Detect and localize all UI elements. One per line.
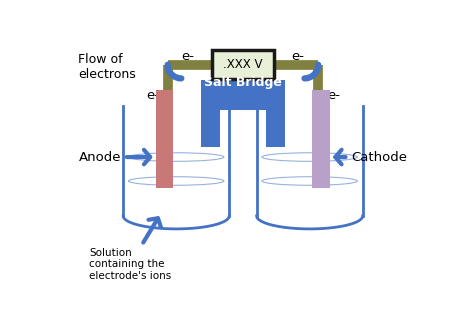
Text: Anode: Anode xyxy=(79,150,150,164)
Text: Flow of
electrons: Flow of electrons xyxy=(78,53,136,81)
Bar xyxy=(312,90,330,188)
Text: Solution
containing the
electrode's ions: Solution containing the electrode's ions xyxy=(89,218,171,281)
Bar xyxy=(155,90,173,188)
Text: Salt Bridge: Salt Bridge xyxy=(204,76,282,89)
Bar xyxy=(201,80,285,109)
Text: e-: e- xyxy=(291,50,304,63)
Text: e-: e- xyxy=(327,89,340,102)
Bar xyxy=(266,91,285,147)
Text: e-: e- xyxy=(146,89,159,102)
FancyBboxPatch shape xyxy=(212,50,273,79)
Text: .XXX V: .XXX V xyxy=(223,58,263,71)
Text: Cathode: Cathode xyxy=(335,150,407,164)
Bar xyxy=(201,91,220,147)
Text: e-: e- xyxy=(182,50,195,63)
